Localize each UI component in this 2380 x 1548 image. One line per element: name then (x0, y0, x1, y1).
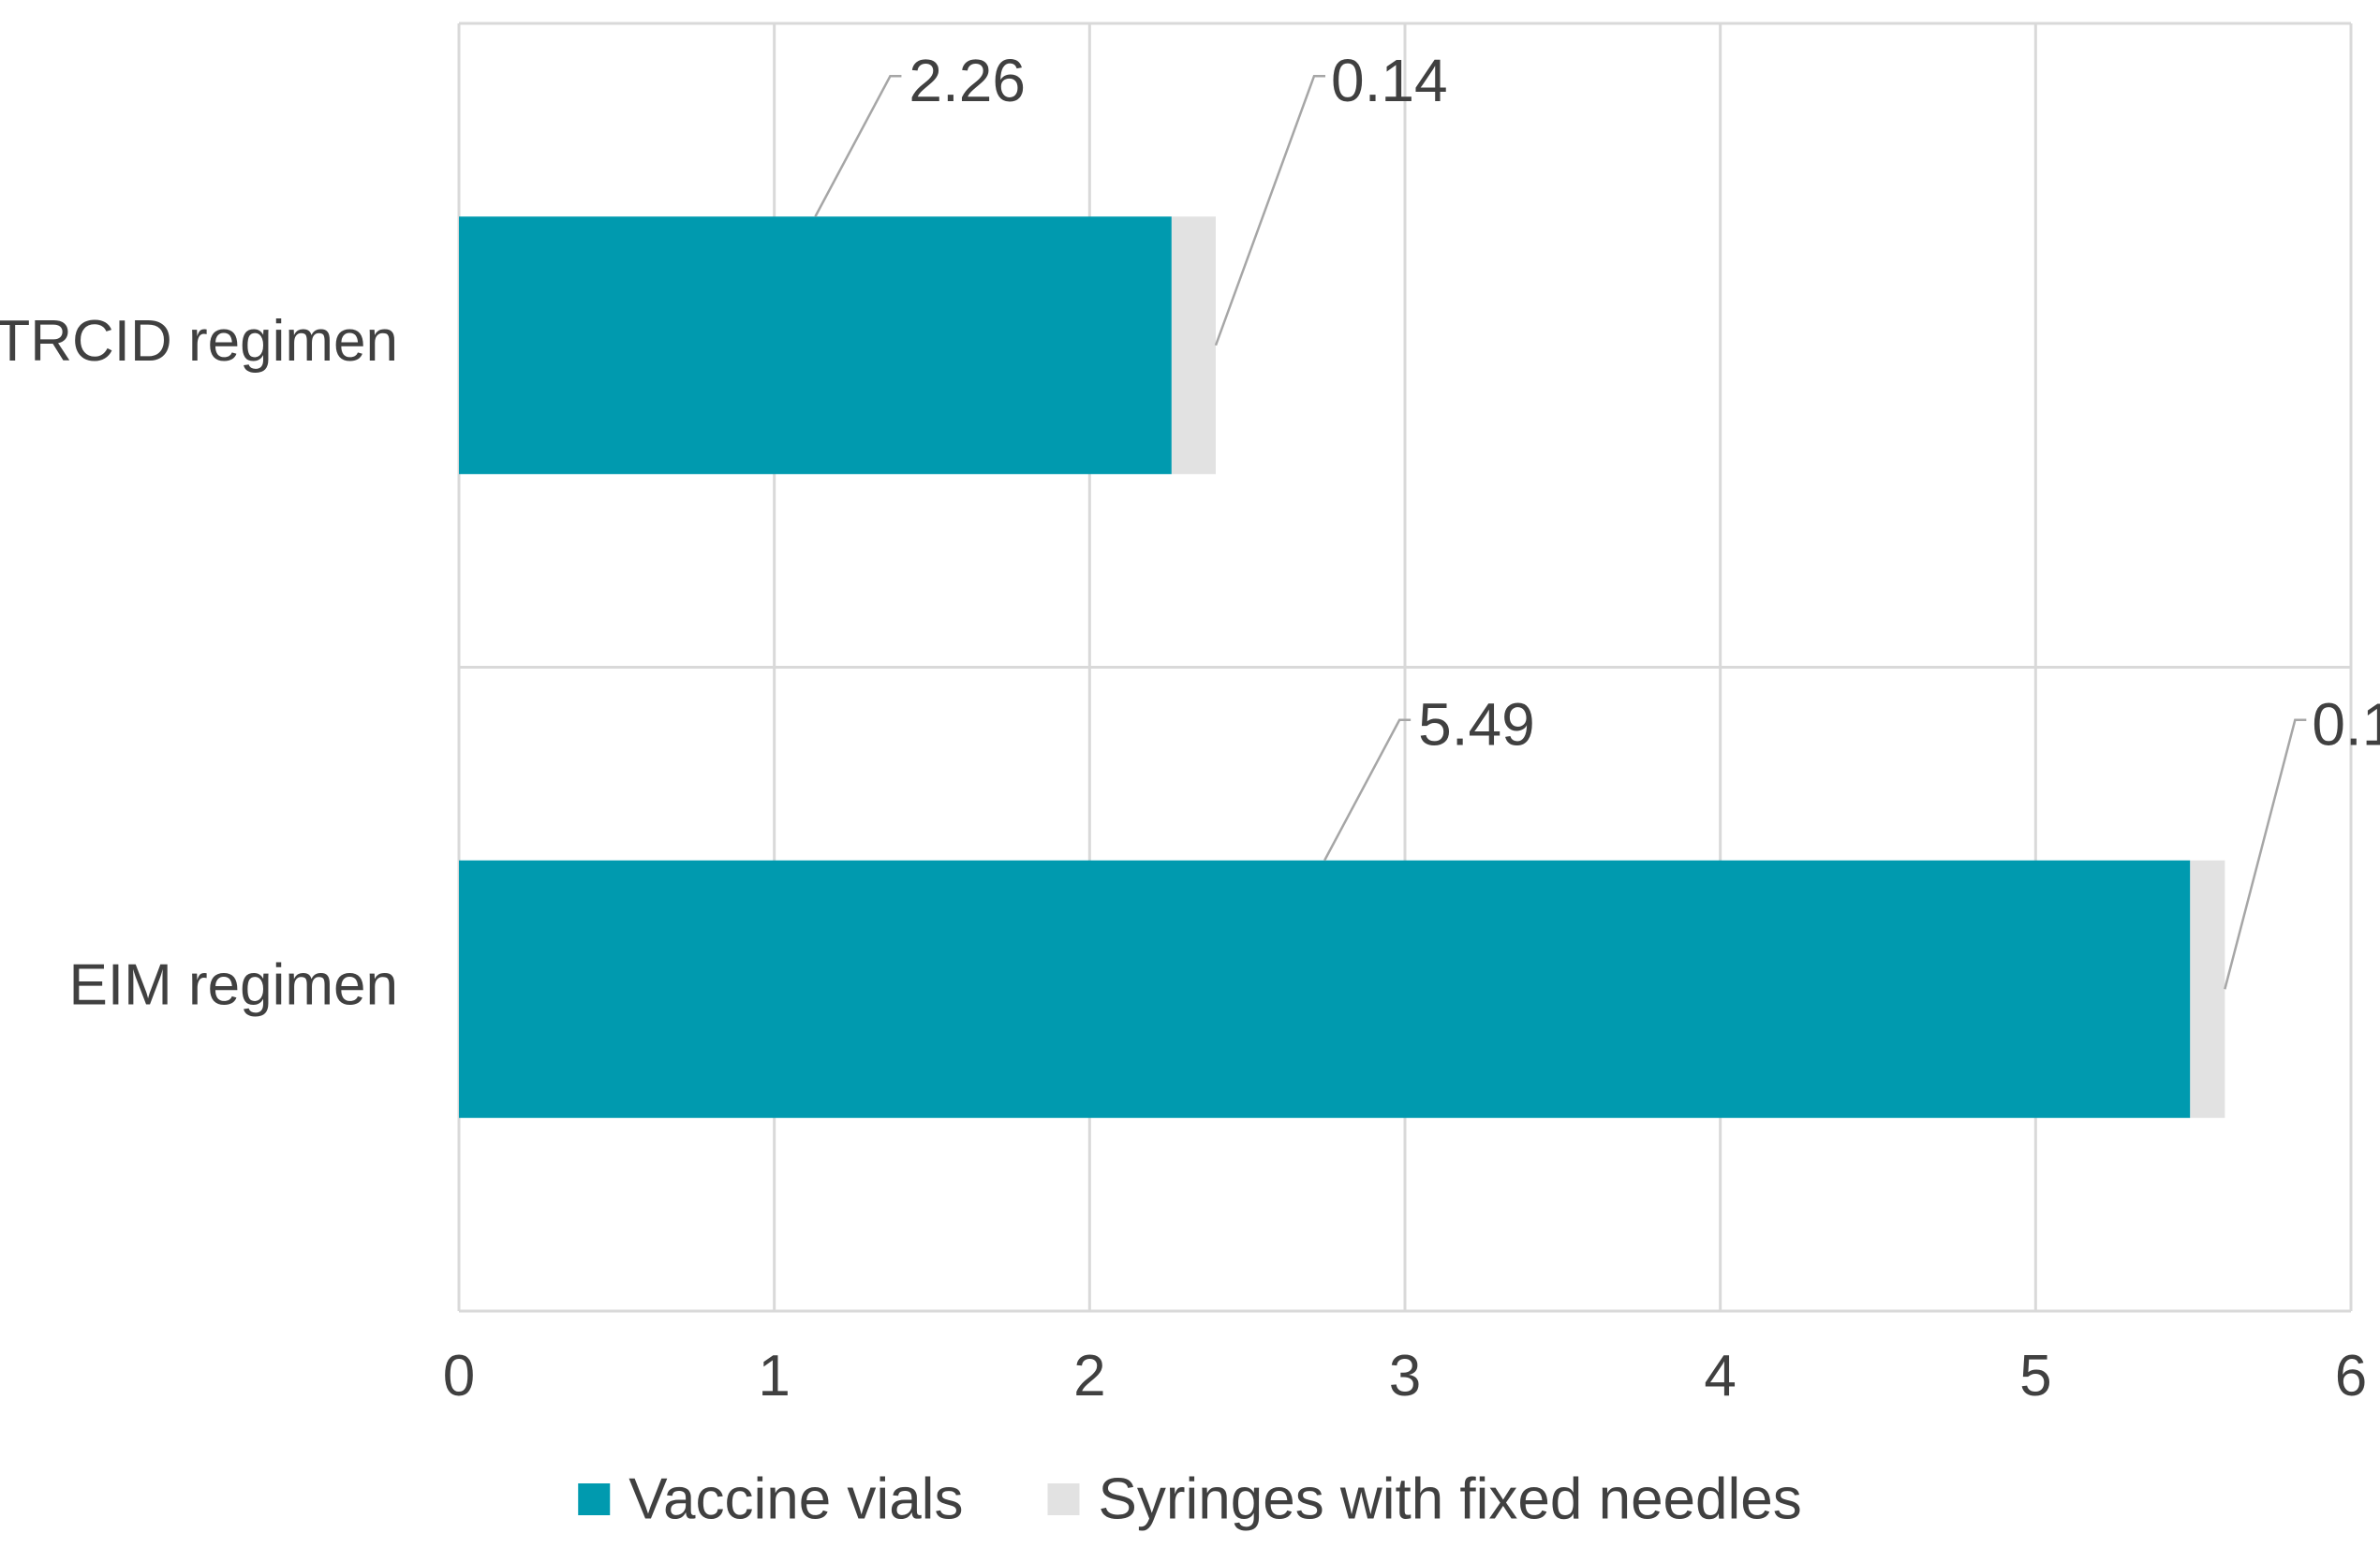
bar-eim-regimen-syringes-with-fixed-needles (2190, 860, 2225, 1118)
bar-utrcid-regimen-vaccine-vials (459, 216, 1172, 475)
category-label: EIM regimen (69, 953, 398, 1018)
data-label: 5.49 (1418, 691, 1535, 759)
legend-swatch-vaccine-vials (578, 1483, 611, 1515)
legend-swatch-syringes-with-fixed-needles (1047, 1483, 1080, 1515)
legend-label-syringes-with-fixed-needles: Syringes with fixed needles (1098, 1467, 1801, 1531)
x-tick-label: 4 (1704, 1344, 1736, 1408)
x-tick-label: 1 (758, 1344, 790, 1408)
leader-line (1214, 75, 1325, 346)
labels: UTRCID regimen EIM regimen 2.26 0.14 5.49 0.1… (0, 47, 2380, 1408)
x-tick-label: 0 (443, 1344, 475, 1408)
x-tick-label: 6 (2335, 1344, 2367, 1408)
data-label: 2.26 (909, 47, 1026, 114)
legend: Vaccine vials Syringes with fixed needles (578, 1467, 1802, 1531)
data-label: 0.14 (1331, 47, 1448, 114)
leader-lines (814, 75, 2307, 990)
x-tick-label: 5 (2019, 1344, 2051, 1408)
leader-line (2224, 718, 2307, 990)
x-tick-label: 3 (1389, 1344, 1421, 1408)
legend-label-vaccine-vials: Vaccine vials (628, 1467, 963, 1531)
bars (459, 216, 2225, 1118)
x-tick-label: 2 (1073, 1344, 1105, 1408)
bar-eim-regimen-vaccine-vials (459, 860, 2191, 1118)
leader-line (814, 75, 902, 217)
leader-line (1323, 718, 1412, 862)
bar-utrcid-regimen-syringes-with-fixed-needles (1171, 216, 1216, 475)
data-label: 0.11 (2312, 691, 2380, 759)
category-label: UTRCID regimen (0, 309, 398, 374)
